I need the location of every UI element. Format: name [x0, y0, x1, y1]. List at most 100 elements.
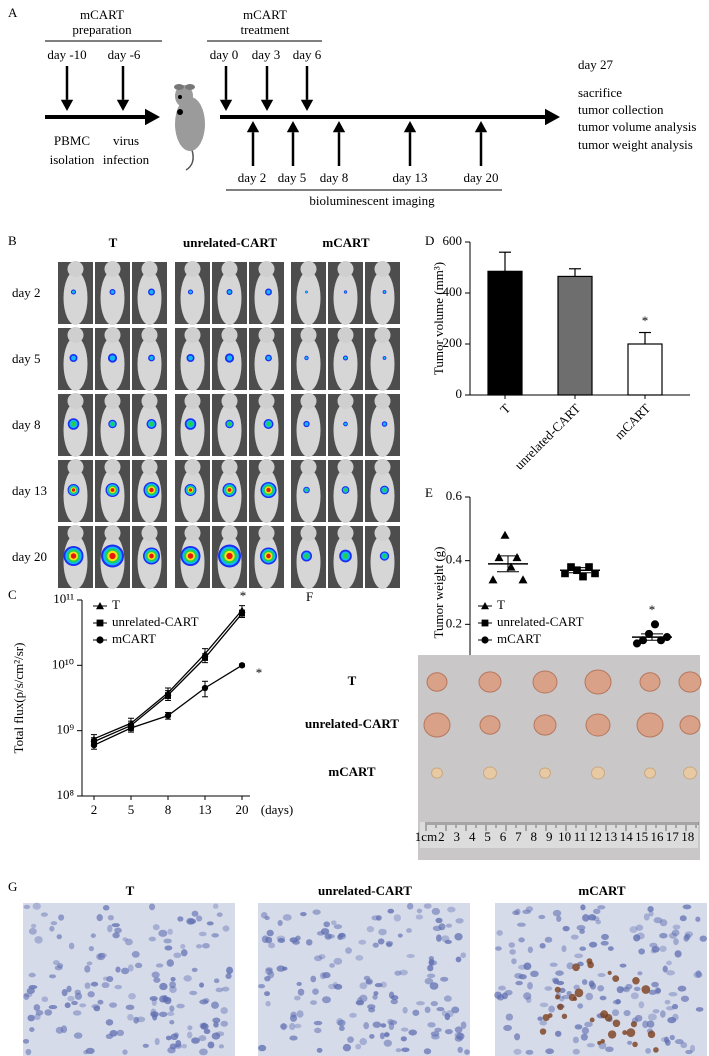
cell-nucleus	[496, 930, 503, 936]
timeline-text: PBMC	[54, 133, 90, 148]
mouse-silhouette	[63, 403, 88, 457]
bioluminescence	[226, 355, 233, 361]
cell-nucleus	[191, 967, 198, 973]
cell-nucleus	[68, 942, 75, 950]
cell-nucleus	[169, 1005, 175, 1012]
cell-nucleus	[289, 1014, 298, 1022]
cell-nucleus	[222, 925, 230, 932]
cell-nucleus	[436, 1006, 445, 1012]
legend-label: unrelated-CART	[497, 614, 584, 629]
cell-nucleus	[623, 986, 631, 993]
cell-nucleus	[680, 995, 690, 1002]
y-axis-label: Total flux(p/s/cm²/sr)	[11, 643, 26, 754]
cell-nucleus	[313, 1020, 323, 1026]
cell-nucleus	[187, 918, 197, 925]
arrow-head	[116, 99, 130, 111]
cell-nucleus	[305, 939, 313, 946]
cell-nucleus	[539, 1002, 549, 1008]
cell-nucleus	[337, 1019, 346, 1027]
mouse-silhouette	[258, 525, 275, 541]
cell-nucleus	[515, 980, 523, 986]
cell-nucleus	[638, 948, 645, 955]
mouse-silhouette	[300, 261, 317, 277]
cell-nucleus	[355, 1000, 365, 1006]
cell-nucleus	[23, 904, 31, 910]
mouse-ear	[185, 84, 195, 90]
cell-nucleus	[525, 996, 532, 1004]
group-label: T	[348, 673, 357, 688]
bioluminescence	[227, 488, 232, 492]
timeline-text: day 5	[278, 170, 307, 185]
cell-nucleus	[559, 995, 565, 1002]
cell-nucleus	[674, 950, 682, 958]
cell-nucleus	[579, 929, 585, 934]
cell-nucleus	[637, 971, 643, 976]
cell-nucleus	[134, 962, 143, 969]
tumor	[483, 766, 497, 780]
cell-nucleus	[365, 979, 372, 985]
timeline-text: tumor volume analysis	[578, 119, 696, 134]
cell-nucleus	[109, 1030, 118, 1037]
bioluminescence	[382, 488, 387, 492]
cell-nucleus	[358, 939, 367, 945]
cell-nucleus	[216, 912, 223, 917]
mouse-silhouette	[370, 535, 395, 589]
marker	[90, 742, 98, 749]
cell-nucleus	[555, 970, 564, 976]
cell-nucleus	[427, 1022, 436, 1028]
cell-nucleus	[153, 977, 161, 983]
stained-cell	[641, 985, 651, 994]
cell-nucleus	[296, 981, 302, 986]
cell-nucleus	[169, 1020, 175, 1025]
marker	[239, 610, 245, 617]
cell-nucleus	[294, 1023, 302, 1029]
timeline-text: day 8	[320, 170, 349, 185]
cell-nucleus	[268, 942, 276, 949]
cell-nucleus	[607, 946, 614, 951]
cell-nucleus	[695, 970, 702, 978]
cell-nucleus	[266, 929, 274, 937]
cell-nucleus	[322, 996, 331, 1004]
cell-nucleus	[163, 938, 172, 944]
cell-nucleus	[395, 1048, 402, 1053]
cell-nucleus	[288, 1022, 296, 1031]
cell-nucleus	[572, 1036, 579, 1044]
cell-nucleus	[211, 1001, 219, 1009]
panel-label: D	[425, 233, 434, 248]
ruler-label: 18	[681, 829, 694, 844]
cell-nucleus	[530, 970, 539, 978]
cell-nucleus	[423, 1048, 432, 1055]
cell-nucleus	[429, 982, 439, 990]
bioluminescence	[149, 421, 154, 427]
mouse-silhouette	[337, 261, 354, 277]
marker	[591, 569, 599, 578]
cell-nucleus	[44, 1009, 53, 1016]
y-tick-label: 10⁹	[56, 722, 74, 737]
timeline-text: day 3	[252, 47, 281, 62]
cell-nucleus	[454, 1035, 463, 1042]
cell-nucleus	[406, 928, 412, 933]
cell-nucleus	[165, 1035, 172, 1041]
cell-nucleus	[369, 1033, 375, 1039]
stained-cell	[597, 1040, 602, 1045]
mouse-silhouette	[374, 393, 391, 409]
arrow-head	[403, 121, 417, 133]
cell-nucleus	[338, 1025, 345, 1032]
arrow-head	[145, 108, 160, 126]
mouse-silhouette	[141, 327, 158, 343]
cell-nucleus	[668, 992, 678, 997]
timeline-text: mCART	[80, 7, 124, 22]
cell-nucleus	[633, 934, 641, 942]
tumor	[639, 672, 661, 692]
stained-cell	[632, 1041, 638, 1048]
mouse-ear	[174, 84, 184, 90]
tumor	[678, 671, 702, 693]
stained-cell	[572, 963, 580, 972]
mouse-silhouette	[180, 271, 205, 325]
bioluminescence	[149, 553, 154, 559]
cell-nucleus	[191, 1037, 200, 1044]
timeline-text: day -10	[47, 47, 86, 62]
cell-nucleus	[647, 1013, 657, 1021]
legend-label: mCART	[112, 631, 156, 646]
cell-nucleus	[435, 917, 443, 924]
